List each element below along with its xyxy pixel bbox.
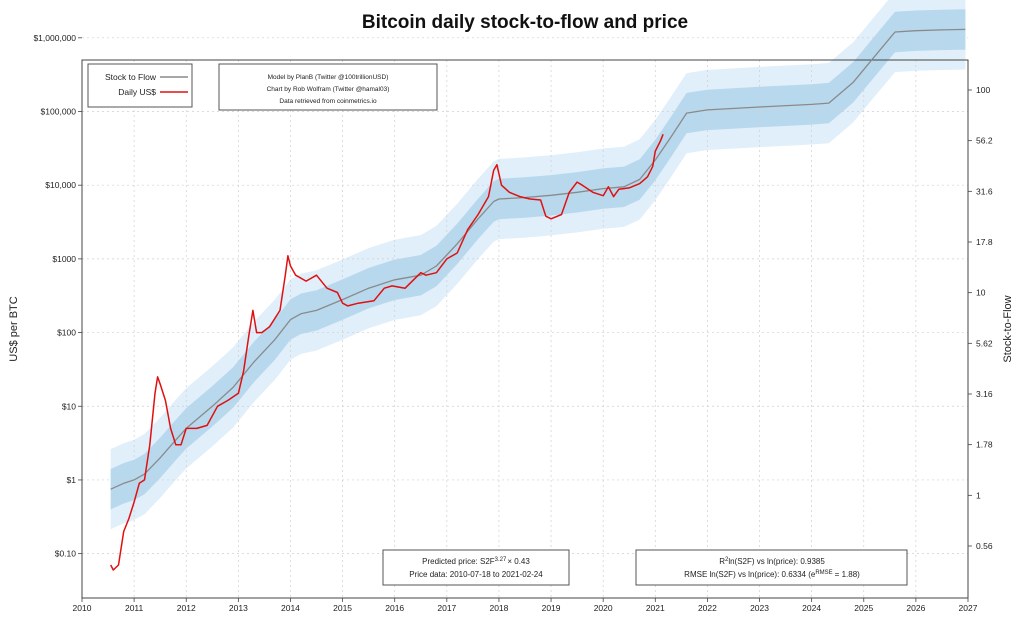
x-tick-label: 2011 <box>125 603 144 613</box>
y-right-tick-label: 56.2 <box>976 136 993 146</box>
y-left-tick-label: $10 <box>62 401 76 411</box>
x-tick-label: 2027 <box>959 603 978 613</box>
y-left-tick-label: $1000 <box>52 254 76 264</box>
y-right-tick-label: 1 <box>976 490 981 500</box>
y-axis-left-title: US$ per BTC <box>8 296 20 361</box>
prediction-info-box: Predicted price: S2F3.27× 0.43 Price dat… <box>382 549 570 586</box>
y-right-tick-label: 3.16 <box>976 389 993 399</box>
price-data-range: Price data: 2010-07-18 to 2021-02-24 <box>409 570 543 579</box>
x-tick-label: 2020 <box>594 603 613 613</box>
x-tick-label: 2010 <box>73 603 92 613</box>
y-right-tick-label: 0.56 <box>976 541 993 551</box>
y-left-tick-label: $1 <box>67 475 77 485</box>
series-layer <box>110 28 966 571</box>
x-tick-label: 2017 <box>437 603 456 613</box>
legend: Stock to Flow Daily US$ <box>87 63 193 108</box>
legend-label-s2f: Stock to Flow <box>105 72 157 82</box>
x-tick-label: 2014 <box>281 603 300 613</box>
statistics-info-box: R2ln(S2F) vs ln(price): 0.9385 RMSE ln(S… <box>635 549 908 586</box>
x-tick-label: 2015 <box>333 603 352 613</box>
x-tick-label: 2018 <box>489 603 508 613</box>
prediction-formula: Predicted price: S2F3.27× 0.43 <box>422 557 530 566</box>
x-tick-label: 2025 <box>854 603 873 613</box>
sf-band-inner <box>110 9 966 510</box>
credit-line-1: Model by PlanB (Twitter @100trillionUSD) <box>268 74 389 81</box>
x-tick-label: 2022 <box>698 603 717 613</box>
plot-frame <box>81 59 969 599</box>
x-tick-label: 2013 <box>229 603 248 613</box>
x-tick-label: 2024 <box>802 603 821 613</box>
credit-line-3: Data retrieved from coinmetrics.io <box>279 98 377 105</box>
x-tick-label: 2021 <box>646 603 665 613</box>
credit-line-2: Chart by Rob Wolfram (Twitter @hamal03) <box>267 86 390 93</box>
x-tick-label: 2019 <box>542 603 561 613</box>
series-line-stock-to-flow <box>110 28 966 490</box>
y-right-tick-label: 1.78 <box>976 440 993 450</box>
axis-ticks: 2010 2011 2012 2013 2014 2015 2016 2017 2018 2019… <box>33 33 992 613</box>
y-axis-right-title: Stock-to-Flow <box>1002 295 1014 362</box>
legend-label-price: Daily US$ <box>118 87 156 97</box>
chart-title: Bitcoin daily stock-to-flow and price <box>362 12 688 33</box>
y-left-tick-label: $100,000 <box>41 107 77 117</box>
y-right-tick-label: 100 <box>976 85 990 95</box>
x-tick-label: 2023 <box>750 603 769 613</box>
y-right-tick-label: 17.8 <box>976 237 993 247</box>
r-squared-stat: R2ln(S2F) vs ln(price): 0.9385 <box>719 557 825 566</box>
series-line-daily-price <box>110 134 664 571</box>
y-right-tick-label: 31.6 <box>976 186 993 196</box>
sf-band-outer <box>110 0 966 530</box>
y-left-tick-label: $10,000 <box>45 180 76 190</box>
y-left-tick-label: $1,000,000 <box>33 33 76 43</box>
y-left-tick-label: $100 <box>57 328 76 338</box>
rmse-stat: RMSE ln(S2F) vs ln(price): 0.6334 (eRMSE… <box>684 570 860 579</box>
y-left-tick-label: $0.10 <box>55 549 77 559</box>
x-tick-label: 2012 <box>177 603 196 613</box>
credits-box: Model by PlanB (Twitter @100trillionUSD)… <box>218 63 438 111</box>
y-right-tick-label: 5.62 <box>976 338 993 348</box>
x-tick-label: 2026 <box>906 603 925 613</box>
sf-bands <box>110 0 966 530</box>
y-right-tick-label: 10 <box>976 288 986 298</box>
x-tick-label: 2016 <box>385 603 404 613</box>
